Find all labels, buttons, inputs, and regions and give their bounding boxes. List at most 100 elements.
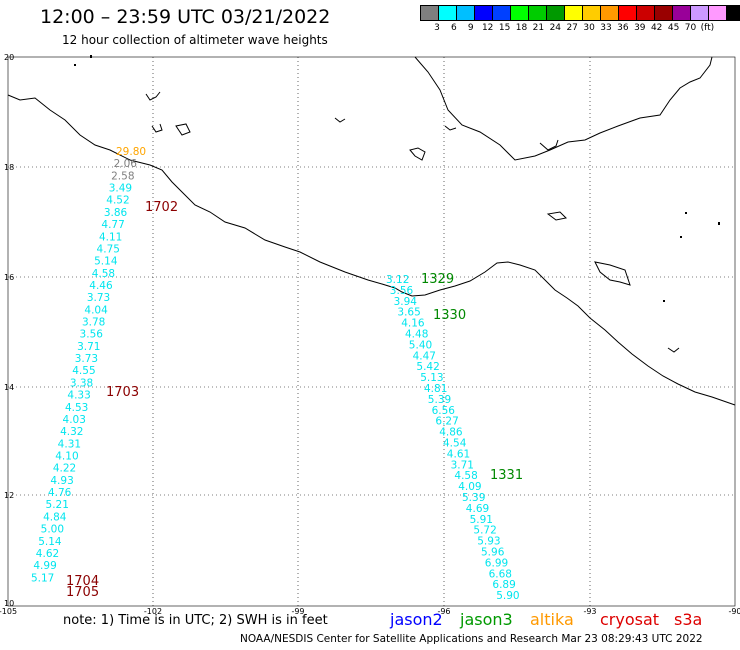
satellite-legend: note: 1) Time is in UTC; 2) SWH is in fe…: [0, 610, 740, 632]
swh-value: 5.17: [31, 572, 54, 584]
lat-label: 16: [4, 273, 14, 282]
swh-value: 4.86: [439, 427, 463, 439]
swh-value: 4.62: [36, 548, 59, 560]
swh-value: 3.73: [87, 292, 110, 304]
swh-value: 5.00: [41, 524, 64, 536]
lon-label: -96: [437, 607, 450, 616]
small-islands: [74, 55, 720, 302]
swh-value: 3.94: [394, 296, 418, 308]
pass-time-label: 1703: [106, 385, 139, 400]
map-title: 12:00 – 23:59 UTC 03/21/2022: [40, 6, 331, 28]
lat-label: 20: [4, 53, 14, 62]
color-scale-label: 70: [684, 23, 697, 33]
color-scale-label: 36: [617, 23, 629, 33]
swh-value: 29.80: [116, 146, 146, 158]
legend-note: note: 1) Time is in UTC; 2) SWH is in fe…: [63, 613, 328, 628]
swh-value: 3.12: [386, 274, 409, 286]
color-scale-label: 21: [532, 23, 545, 33]
color-scale-swatches: [420, 5, 740, 21]
lat-labels: 20 18 16 14 12 10: [4, 53, 14, 608]
color-scale-label: 15: [498, 23, 511, 33]
swh-value: 4.99: [33, 560, 56, 572]
map-frame: [7, 56, 736, 607]
swh-value: 5.42: [416, 361, 439, 373]
swh-value: 4.76: [48, 487, 72, 499]
swh-value: 5.72: [473, 525, 496, 537]
swh-value: 3.86: [104, 207, 128, 219]
swh-value: 4.52: [106, 195, 129, 207]
map-gridlines: [8, 57, 735, 606]
swh-value: 6.68: [489, 568, 512, 580]
color-scale-label: 6: [451, 23, 457, 33]
legend-jason3: jason3: [460, 610, 513, 629]
color-scale-label: 42: [650, 23, 663, 33]
swh-value: 5.21: [46, 499, 69, 511]
color-scale-label: 9: [467, 23, 474, 33]
swh-value: 3.56: [80, 329, 104, 341]
swh-value: 5.13: [420, 372, 443, 384]
lon-labels: -105 -102 -99 -96 -93 -90: [0, 607, 740, 616]
swh-value: 3.56: [390, 285, 414, 297]
swh-value: 4.93: [50, 475, 73, 487]
swh-value: 5.39: [462, 492, 485, 504]
swh-value: 3.38: [70, 377, 93, 389]
color-scale-label: 39: [634, 23, 646, 33]
coastline: [7, 56, 736, 406]
pass-time-label: 1330: [433, 308, 466, 323]
swh-value: 4.58: [92, 268, 115, 280]
color-scale-label: 18: [515, 23, 528, 33]
swh-value: 4.22: [53, 463, 76, 475]
swh-value: 4.46: [89, 280, 113, 292]
lat-label: 14: [4, 383, 14, 392]
swh-value: 5.39: [428, 394, 451, 406]
swh-value: 4.48: [405, 329, 428, 341]
swh-value: 3.71: [77, 341, 100, 353]
swh-value: 4.75: [97, 243, 120, 255]
color-swatch: [726, 5, 740, 21]
swh-value: 3.71: [451, 459, 474, 471]
swh-value: 4.58: [454, 470, 477, 482]
swh-value: 3.78: [82, 317, 105, 329]
swh-value: 3.73: [75, 353, 98, 365]
swh-value: 5.96: [481, 547, 505, 559]
swh-value: 4.77: [101, 219, 124, 231]
color-scale-labels: 3 6 9 12 15 18 21 24 27 30 33 36 39 42 45 70 (ft): [420, 21, 740, 35]
color-scale-label: 45: [667, 23, 680, 33]
wave-height-color-scale: 3 6 9 12 15 18 21 24 27 30 33 36 39 42 45 70 (ft): [420, 5, 740, 35]
legend-altika: altika: [530, 610, 574, 629]
swh-value: 3.65: [397, 307, 420, 319]
legend-jason2: jason2: [390, 610, 443, 629]
swh-value: 4.11: [99, 231, 122, 243]
pass-time-label: 1705: [66, 585, 99, 600]
lat-label: 12: [4, 491, 14, 500]
swh-value: 4.31: [58, 438, 81, 450]
lon-label: -90: [728, 607, 740, 616]
color-scale-label: 24: [549, 23, 562, 33]
track-west: 29.802.062.583.494.523.864.774.114.75 5.1…: [31, 146, 178, 600]
color-scale-label: 27: [566, 23, 578, 33]
swh-value: 4.16: [401, 318, 425, 330]
color-scale-label: 3: [434, 23, 440, 33]
swh-value: 2.06: [114, 158, 138, 170]
legend-s3a: s3a: [674, 610, 703, 629]
swh-value: 4.61: [447, 448, 470, 460]
lat-label: 10: [4, 599, 14, 608]
swh-value: 5.14: [38, 536, 62, 548]
swh-value: 5.93: [477, 536, 500, 548]
swh-value: 4.10: [55, 451, 78, 463]
color-scale-label: (ft): [700, 23, 715, 33]
swh-value: 3.49: [109, 183, 132, 195]
swh-value: 5.91: [470, 514, 493, 526]
lon-label: -102: [144, 607, 162, 616]
swh-value: 4.32: [60, 426, 83, 438]
swh-value: 4.09: [458, 481, 481, 493]
legend-cryosat: cryosat: [600, 610, 660, 629]
pass-time-label: 1331: [490, 468, 523, 483]
swh-value: 6.99: [485, 557, 508, 569]
swh-value: 4.47: [413, 350, 436, 362]
swh-value: 4.33: [67, 390, 90, 402]
map-subtitle: 12 hour collection of altimeter wave hei…: [62, 33, 328, 47]
pass-time-label: 1329: [421, 272, 454, 287]
swh-value: 2.58: [111, 170, 134, 182]
swh-value: 4.04: [84, 304, 108, 316]
